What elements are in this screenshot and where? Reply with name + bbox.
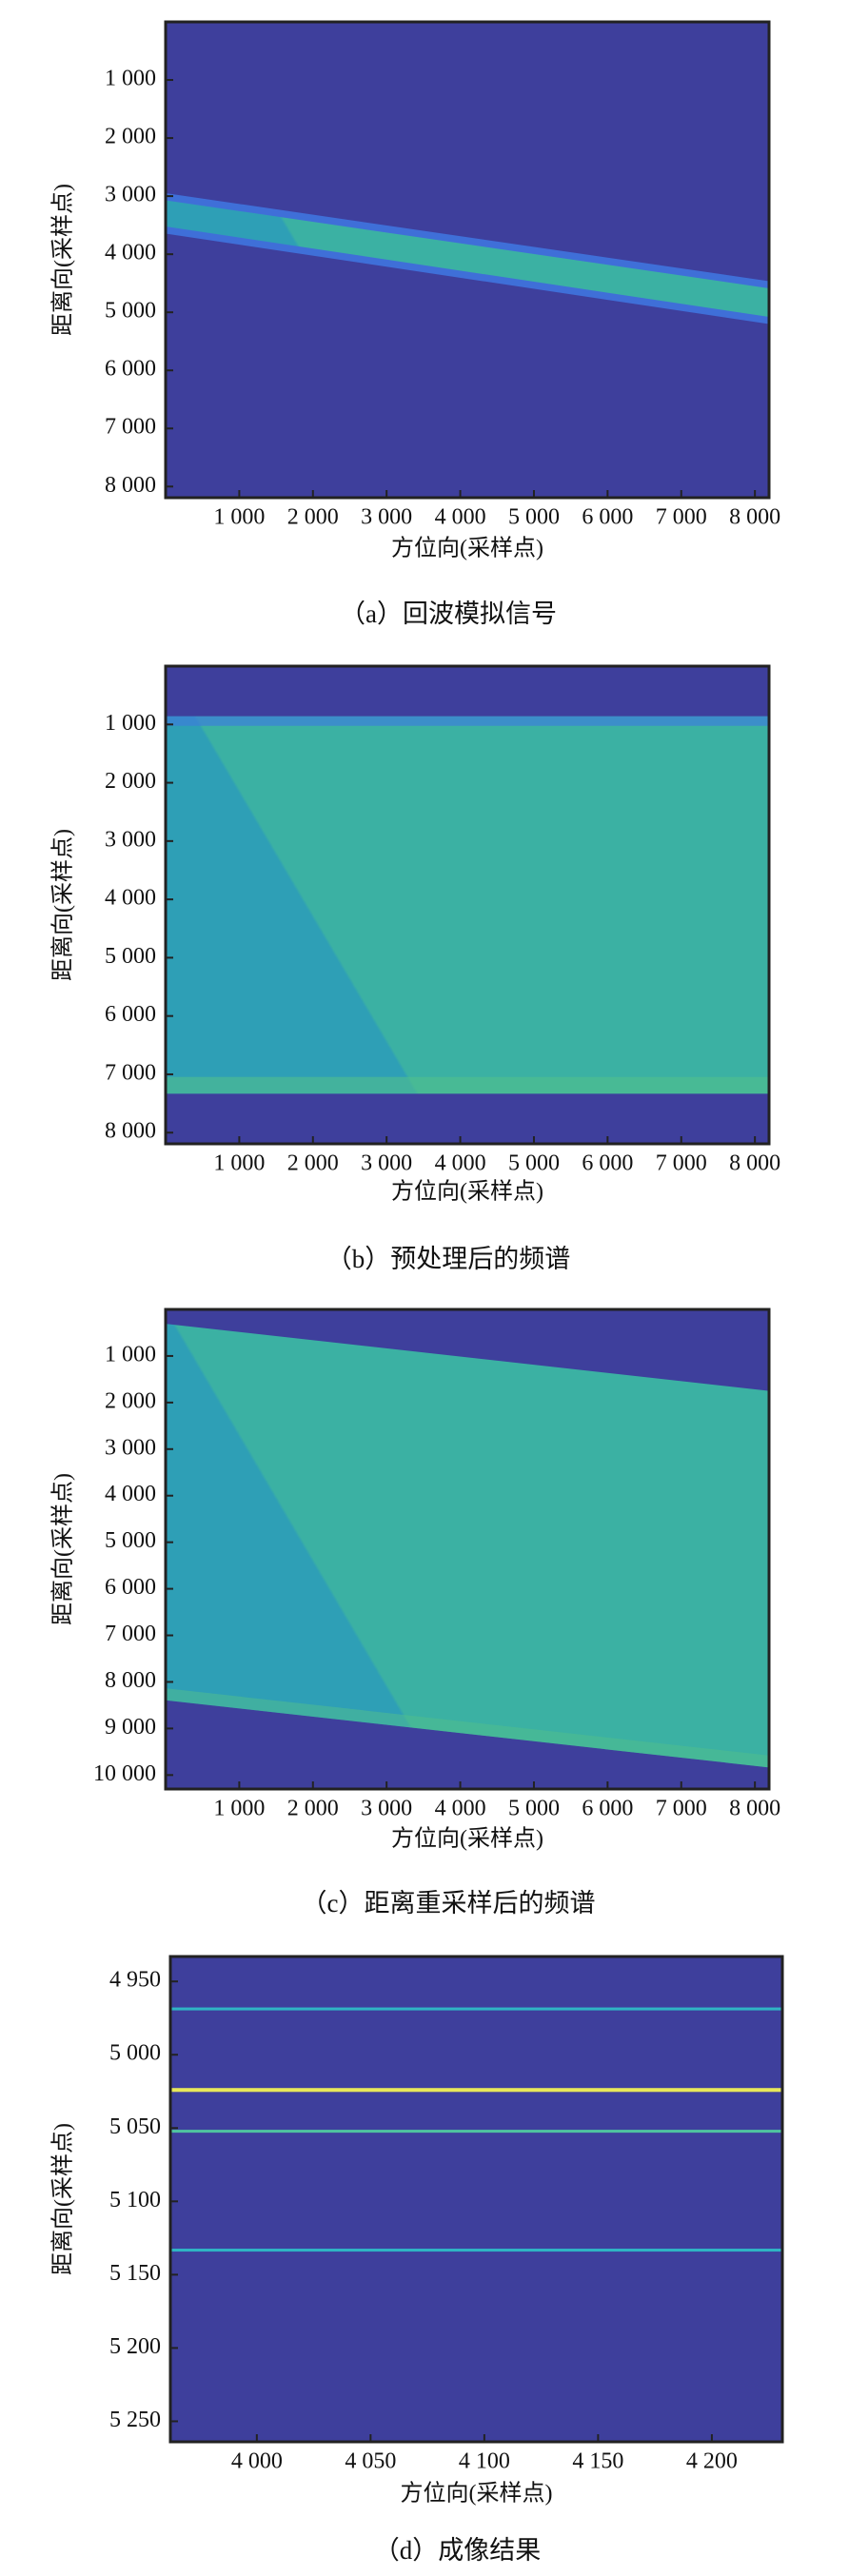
x-tick-label: 4 200 bbox=[686, 2449, 738, 2474]
x-axis-label: 方位向(采样点) bbox=[391, 1179, 543, 1205]
y-tick-label: 2 000 bbox=[105, 125, 156, 149]
y-tick-label: 6 000 bbox=[105, 1002, 156, 1027]
x-tick-label: 3 000 bbox=[361, 1151, 412, 1176]
y-tick-label: 8 000 bbox=[105, 1668, 156, 1693]
x-tick-label: 5 000 bbox=[508, 1151, 560, 1176]
heatmap-feature bbox=[166, 716, 769, 726]
y-tick-label: 1 000 bbox=[105, 1342, 156, 1367]
y-tick-label: 4 000 bbox=[105, 241, 156, 265]
x-tick-label: 3 000 bbox=[361, 1797, 412, 1821]
x-tick-label: 4 000 bbox=[435, 1151, 486, 1176]
y-tick-label: 9 000 bbox=[105, 1715, 156, 1740]
y-tick-label: 5 150 bbox=[109, 2261, 161, 2286]
caption: （c）距离重采样后的频谱 bbox=[302, 1889, 596, 1917]
y-tick-label: 5 000 bbox=[109, 2041, 161, 2066]
y-tick-label: 7 000 bbox=[105, 1622, 156, 1646]
y-axis-label: 距离向(采样点) bbox=[50, 1473, 76, 1625]
y-tick-label: 5 200 bbox=[109, 2334, 161, 2359]
y-tick-label: 5 000 bbox=[105, 944, 156, 969]
plot-frame bbox=[164, 1308, 771, 1791]
x-tick-label: 4 150 bbox=[572, 2449, 623, 2474]
x-tick-label: 7 000 bbox=[656, 1797, 707, 1821]
x-tick-label: 3 000 bbox=[361, 505, 412, 530]
heatmap-image bbox=[170, 2007, 782, 2252]
y-tick-label: 4 950 bbox=[109, 1968, 161, 1993]
y-tick-label: 3 000 bbox=[105, 183, 156, 207]
y-tick-label: 7 000 bbox=[105, 415, 156, 440]
y-tick-label: 2 000 bbox=[105, 769, 156, 794]
y-tick-label: 5 250 bbox=[109, 2408, 161, 2432]
x-tick-label: 6 000 bbox=[582, 1151, 633, 1176]
y-axis-label: 距离向(采样点) bbox=[50, 2123, 76, 2275]
y-tick-label: 8 000 bbox=[105, 1119, 156, 1144]
x-tick-label: 4 000 bbox=[435, 505, 486, 530]
y-tick-label: 6 000 bbox=[105, 1575, 156, 1600]
x-tick-label: 6 000 bbox=[582, 505, 633, 530]
y-tick-label: 3 000 bbox=[105, 827, 156, 852]
heatmap-feature bbox=[170, 2249, 782, 2252]
y-tick-label: 2 000 bbox=[105, 1388, 156, 1413]
x-tick-label: 5 000 bbox=[508, 505, 560, 530]
y-tick-label: 8 000 bbox=[105, 473, 156, 498]
x-tick-label: 7 000 bbox=[656, 505, 707, 530]
x-tick-label: 5 000 bbox=[508, 1797, 560, 1821]
y-tick-label: 5 000 bbox=[105, 1528, 156, 1553]
x-tick-label: 2 000 bbox=[287, 1151, 339, 1176]
y-axis-label: 距离向(采样点) bbox=[50, 184, 76, 336]
x-tick-label: 8 000 bbox=[729, 505, 780, 530]
heatmap-feature bbox=[170, 2130, 782, 2134]
heatmap-feature bbox=[166, 1076, 769, 1094]
heatmap-feature bbox=[170, 2088, 782, 2093]
heatmap-feature bbox=[166, 1688, 769, 1768]
heatmap-feature bbox=[166, 716, 769, 1094]
x-tick-label: 6 000 bbox=[582, 1797, 633, 1821]
y-tick-label: 6 000 bbox=[105, 357, 156, 382]
y-tick-label: 5 100 bbox=[109, 2188, 161, 2212]
y-tick-label: 1 000 bbox=[105, 67, 156, 91]
heatmap-background bbox=[170, 1957, 782, 2442]
heatmap-feature bbox=[170, 2007, 782, 2011]
plot-frame bbox=[164, 664, 771, 1146]
y-tick-label: 4 000 bbox=[105, 1482, 156, 1506]
plot-frame bbox=[168, 1955, 784, 2444]
x-tick-label: 4 100 bbox=[459, 2449, 510, 2474]
x-tick-label: 1 000 bbox=[213, 1151, 265, 1176]
x-tick-label: 8 000 bbox=[729, 1797, 780, 1821]
x-tick-label: 7 000 bbox=[656, 1151, 707, 1176]
heatmap-image bbox=[166, 193, 769, 324]
x-axis-label: 方位向(采样点) bbox=[391, 536, 543, 561]
caption: （d）成像结果 bbox=[374, 2536, 542, 2565]
x-tick-label: 4 000 bbox=[231, 2449, 283, 2474]
x-axis-label: 方位向(采样点) bbox=[401, 2481, 553, 2507]
x-tick-label: 1 000 bbox=[213, 1797, 265, 1821]
y-tick-label: 7 000 bbox=[105, 1060, 156, 1085]
caption: （a）回波模拟信号 bbox=[340, 600, 557, 628]
y-tick-label: 5 000 bbox=[105, 299, 156, 324]
heatmap-image bbox=[166, 716, 769, 1094]
y-axis-label: 距离向(采样点) bbox=[50, 829, 76, 981]
x-tick-label: 2 000 bbox=[287, 1797, 339, 1821]
y-tick-label: 1 000 bbox=[105, 711, 156, 736]
y-tick-label: 4 000 bbox=[105, 886, 156, 911]
heatmap-image bbox=[166, 1324, 769, 1768]
heatmap-feature bbox=[166, 1324, 769, 1768]
caption: （b）预处理后的频谱 bbox=[326, 1245, 571, 1273]
x-tick-label: 4 050 bbox=[345, 2449, 396, 2474]
plot-frame bbox=[164, 20, 771, 500]
x-tick-label: 8 000 bbox=[729, 1151, 780, 1176]
y-tick-label: 5 050 bbox=[109, 2114, 161, 2139]
heatmap-feature bbox=[166, 200, 769, 317]
x-tick-label: 2 000 bbox=[287, 505, 339, 530]
y-tick-label: 3 000 bbox=[105, 1435, 156, 1460]
x-tick-label: 4 000 bbox=[435, 1797, 486, 1821]
x-tick-label: 1 000 bbox=[213, 505, 265, 530]
x-axis-label: 方位向(采样点) bbox=[391, 1826, 543, 1852]
y-tick-label: 10 000 bbox=[93, 1761, 156, 1786]
